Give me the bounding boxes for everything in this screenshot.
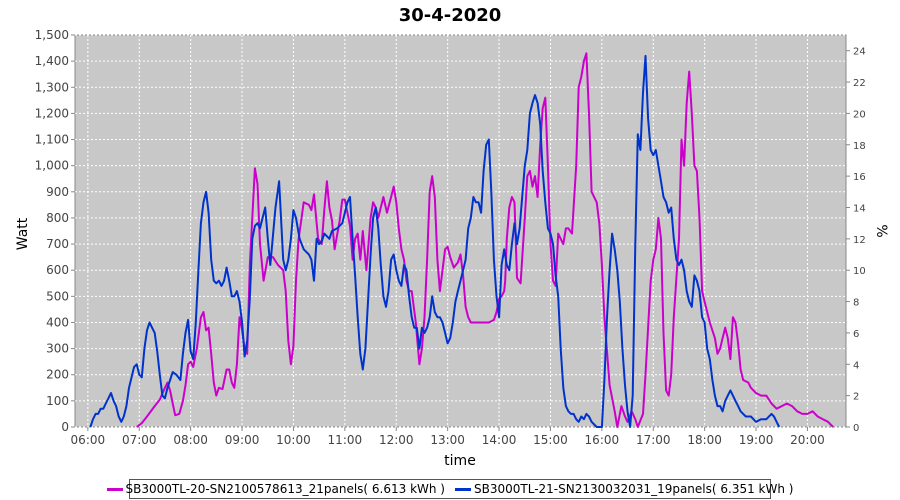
legend-swatch-sb3000tl-20 bbox=[106, 487, 123, 491]
x-tick-label-4: 10:00 bbox=[276, 433, 311, 447]
y-tick-label-2: 200 bbox=[46, 368, 69, 382]
y-tick-label-4: 400 bbox=[46, 315, 69, 329]
legend-item-sb3000tl-21: SB3000TL-21-SN2130032031_19panels( 6.351… bbox=[455, 482, 793, 496]
y2-tick-label-5: 10 bbox=[853, 266, 866, 277]
y2-axis-label: % bbox=[873, 224, 889, 237]
y2-tick-label-11: 22 bbox=[853, 78, 866, 89]
y-tick-label-3: 300 bbox=[46, 342, 69, 356]
x-tick-label-14: 20:00 bbox=[790, 433, 825, 447]
chart-title: 30-4-2020 bbox=[399, 5, 502, 26]
x-tick-label-1: 07:00 bbox=[122, 433, 157, 447]
plot-area bbox=[74, 34, 847, 428]
y-tick-label-15: 1,500 bbox=[35, 28, 69, 42]
y2-tick-label-7: 14 bbox=[853, 203, 866, 214]
series-lines bbox=[89, 52, 834, 428]
y2-tick-label-12: 24 bbox=[853, 47, 866, 58]
series-line-1 bbox=[89, 54, 781, 428]
y-tick-label-7: 700 bbox=[46, 237, 69, 251]
y2-tick-label-1: 2 bbox=[853, 392, 859, 403]
x-axis-label: time bbox=[444, 453, 476, 469]
y-tick-label-10: 1,000 bbox=[35, 159, 69, 173]
y-tick-label-1: 100 bbox=[46, 394, 69, 408]
y-axis-ticks: 0 100 200 300 400 500 600 700 800 900 1,000 1,100 1,… bbox=[35, 28, 75, 434]
series-line-0 bbox=[136, 52, 834, 428]
y-tick-label-6: 600 bbox=[46, 263, 69, 277]
x-tick-label-13: 19:00 bbox=[739, 433, 774, 447]
y-tick-label-12: 1,200 bbox=[35, 106, 69, 120]
y-tick-label-9: 900 bbox=[46, 185, 69, 199]
legend-item-sb3000tl-20: SB3000TL-20-SN2100578613_21panels( 6.613… bbox=[106, 482, 445, 496]
x-tick-label-2: 08:00 bbox=[173, 433, 208, 447]
legend-swatch-sb3000tl-21 bbox=[455, 487, 471, 491]
x-axis-ticks: 06:00 07:00 08:00 09:00 10:00 11:00 12:00 13:00… bbox=[71, 427, 825, 447]
y-tick-label-8: 800 bbox=[46, 211, 69, 225]
x-tick-label-3: 09:00 bbox=[225, 433, 260, 447]
y2-tick-label-4: 8 bbox=[853, 298, 859, 309]
x-tick-label-9: 15:00 bbox=[533, 433, 568, 447]
y-tick-label-14: 1,400 bbox=[35, 54, 69, 68]
y-tick-label-0: 0 bbox=[61, 420, 69, 434]
legend-label-sb3000tl-21: SB3000TL-21-SN2130032031_19panels( 6.351… bbox=[474, 482, 794, 496]
y2-tick-label-3: 6 bbox=[853, 329, 859, 340]
x-tick-label-12: 18:00 bbox=[687, 433, 722, 447]
y2-tick-label-10: 20 bbox=[853, 109, 866, 120]
y-tick-label-11: 1,100 bbox=[35, 133, 69, 147]
x-tick-label-0: 06:00 bbox=[71, 433, 106, 447]
gridlines bbox=[75, 34, 846, 428]
y-tick-label-5: 500 bbox=[46, 289, 69, 303]
y-tick-label-13: 1,300 bbox=[35, 80, 69, 94]
x-tick-label-5: 11:00 bbox=[328, 433, 363, 447]
x-tick-label-8: 14:00 bbox=[482, 433, 517, 447]
legend-label-sb3000tl-20: SB3000TL-20-SN2100578613_21panels( 6.613… bbox=[125, 482, 445, 496]
x-tick-label-6: 12:00 bbox=[379, 433, 414, 447]
legend: SB3000TL-20-SN2100578613_21panels( 6.613… bbox=[106, 479, 793, 499]
y2-tick-label-6: 12 bbox=[853, 235, 866, 246]
y2-tick-label-9: 18 bbox=[853, 141, 866, 152]
y2-tick-label-8: 16 bbox=[853, 172, 866, 183]
y2-tick-label-0: 0 bbox=[853, 423, 859, 434]
x-tick-label-10: 16:00 bbox=[585, 433, 620, 447]
y-axis-label: Watt bbox=[15, 217, 31, 250]
x-tick-label-11: 17:00 bbox=[636, 433, 671, 447]
y2-tick-label-2: 4 bbox=[853, 360, 859, 371]
x-tick-label-7: 13:00 bbox=[430, 433, 465, 447]
